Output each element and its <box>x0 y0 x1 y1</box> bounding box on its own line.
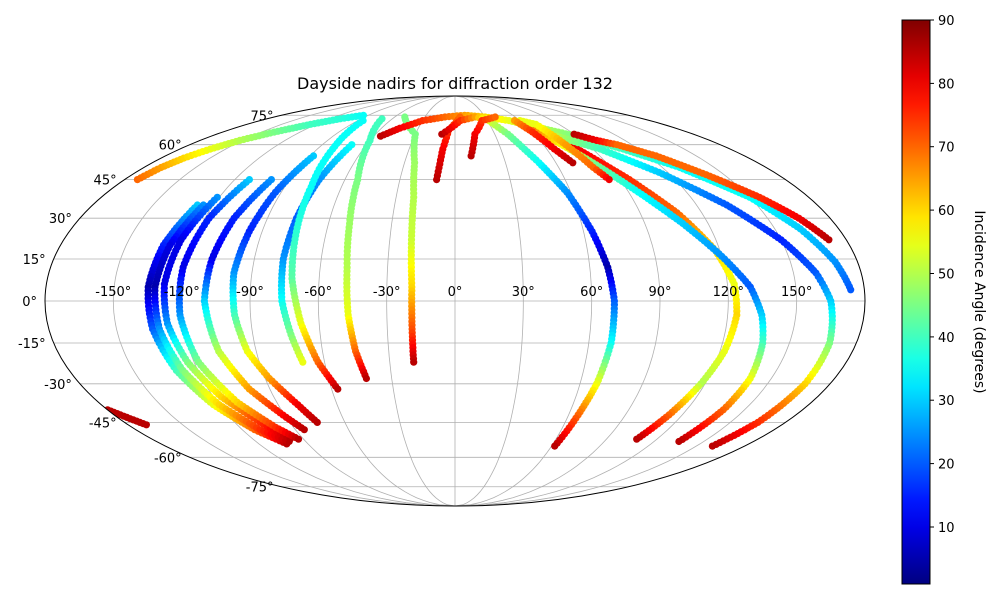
data-point <box>362 374 370 383</box>
lon-tick-label: -150° <box>95 285 131 300</box>
data-point <box>708 442 717 450</box>
lat-tick-label: 60° <box>159 139 182 154</box>
lat-tick-label: 0° <box>22 295 37 310</box>
data-point <box>313 418 321 426</box>
data-point <box>299 358 307 366</box>
data-point <box>605 176 613 184</box>
lat-tick-label: 15° <box>23 253 46 268</box>
data-point <box>569 159 577 167</box>
chart-title: Dayside nadirs for diffraction order 132 <box>297 74 613 93</box>
data-point <box>847 286 855 294</box>
tick-labels: -150° -120° -90° -60° -30° 0° 30° 60° 90° 120° 150… <box>18 109 812 495</box>
colorbar-tick-label: 40 <box>938 331 955 346</box>
lon-tick-label: -60° <box>304 285 332 300</box>
lon-tick-label: 150° <box>781 285 812 300</box>
colorbar-tick-label: 60 <box>938 204 955 219</box>
lon-tick-label: -90° <box>236 285 264 300</box>
data-point <box>551 442 559 450</box>
colorbar-tick-label: 80 <box>938 77 955 92</box>
lon-tick-label: 30° <box>512 285 535 300</box>
lat-tick-label: -15° <box>18 337 46 352</box>
lat-tick-label: -45° <box>89 416 117 431</box>
data-point <box>633 435 641 443</box>
colorbar-tick-label: 50 <box>938 268 955 283</box>
colorbar-ticks: 10 20 30 40 50 60 70 80 90 <box>930 14 955 536</box>
colorbar-tick-label: 70 <box>938 141 955 156</box>
lat-tick-label: 30° <box>49 212 72 227</box>
data-point <box>410 358 418 366</box>
lon-tick-label: -120° <box>164 285 200 300</box>
lon-tick-label: 60° <box>580 285 603 300</box>
colorbar-tick-label: 90 <box>938 14 955 29</box>
data-point <box>300 426 308 434</box>
data-point <box>359 111 367 119</box>
lon-tick-label: 120° <box>713 285 744 300</box>
lon-tick-label: 0° <box>448 285 463 300</box>
graticule <box>45 95 865 507</box>
data-point <box>825 236 833 244</box>
map-boundary <box>44 95 866 507</box>
colorbar-tick-label: 10 <box>938 521 955 536</box>
colorbar <box>901 19 931 585</box>
lon-tick-label: 90° <box>648 285 671 300</box>
lat-tick-label: -60° <box>154 451 182 466</box>
lon-tick-label: -30° <box>373 285 401 300</box>
colorbar-tick-label: 30 <box>938 394 955 409</box>
colorbar-label: Incidence Angle (degrees) <box>971 210 987 393</box>
colorbar-tick-label: 20 <box>938 458 955 473</box>
data-point <box>142 421 150 429</box>
lat-tick-label: 75° <box>250 109 273 124</box>
data-points <box>104 111 855 450</box>
data-point <box>675 437 683 446</box>
data-point <box>334 385 342 393</box>
lat-tick-label: -30° <box>44 378 72 393</box>
data-point <box>294 435 303 443</box>
data-point <box>491 113 499 121</box>
lat-tick-label: 45° <box>94 174 117 189</box>
lat-tick-label: -75° <box>246 481 274 496</box>
